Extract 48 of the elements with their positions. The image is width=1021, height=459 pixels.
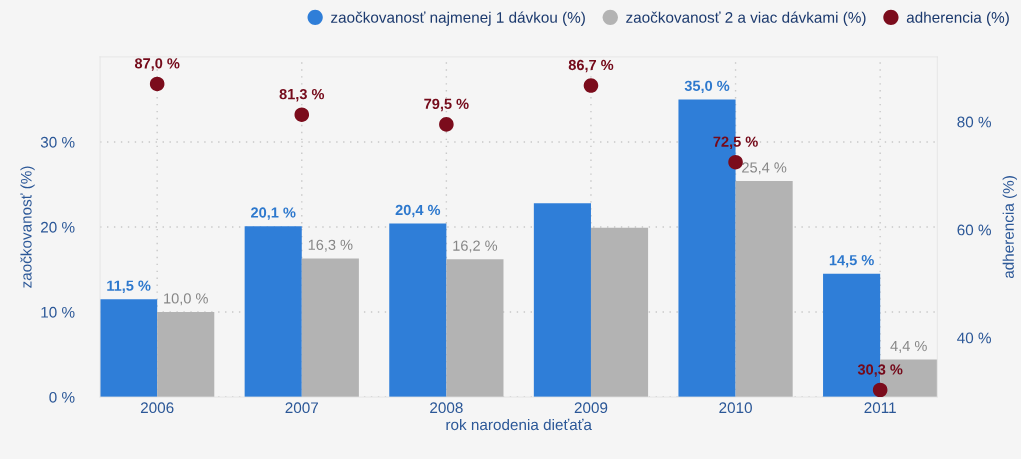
bar <box>590 227 649 398</box>
bar <box>301 258 359 398</box>
data-label: 87,0 % <box>134 58 180 71</box>
legend-label: zaočkovanosť najmenej 1 dávkou (%) <box>331 11 585 26</box>
bar <box>533 203 591 398</box>
point <box>872 382 888 398</box>
y-tick-label: 30 % <box>40 136 75 148</box>
y2-tick-label: 40 % <box>957 332 991 344</box>
x-tick-label: 2011 <box>864 402 896 414</box>
point <box>728 154 743 170</box>
data-label: 10,0 % <box>164 293 208 306</box>
x-axis-title: rok narodenia dieťaťa <box>446 418 592 431</box>
y2-axis-title: adherencia (%) <box>1002 176 1017 279</box>
point <box>149 76 165 92</box>
y-tick-label: 0 % <box>49 391 75 403</box>
data-label: 25,4 % <box>742 162 787 175</box>
data-label: 4,4 % <box>890 340 927 353</box>
x-tick-label: 2008 <box>430 402 463 414</box>
data-label: 20,4 % <box>395 204 441 218</box>
data-label: 79,5 % <box>424 98 469 112</box>
data-label: 16,2 % <box>453 240 498 253</box>
x-tick-label: 2009 <box>574 402 608 414</box>
data-label: 20,1 % <box>251 207 296 220</box>
bar <box>735 181 793 398</box>
bar <box>244 226 302 398</box>
bar <box>446 259 504 398</box>
legend-label: adherencia (%) <box>906 11 1009 26</box>
bar <box>157 312 215 398</box>
y-axis-title: zaočkovanosť (%) <box>20 166 35 288</box>
bar <box>100 299 158 398</box>
x-tick-label: 2007 <box>285 402 318 414</box>
x-tick-label: 2006 <box>140 402 174 414</box>
point <box>583 78 599 93</box>
y2-tick-label: 80 % <box>957 116 991 128</box>
x-tick-label: 2010 <box>719 402 752 414</box>
y-tick-label: 20 % <box>41 221 75 233</box>
data-label: 35,0 % <box>684 80 730 94</box>
data-label: 14,5 % <box>829 255 874 268</box>
data-label: 81,3 % <box>279 88 325 102</box>
data-label: 16,3 % <box>308 239 353 252</box>
bar <box>389 223 447 398</box>
point <box>294 107 310 122</box>
point <box>439 117 454 132</box>
y-tick-label: 10 % <box>41 306 75 318</box>
legend-label: zaočkovanosť 2 a viac dávkami (%) <box>626 11 866 26</box>
data-label: 11,5 % <box>107 280 151 293</box>
y2-tick-label: 60 % <box>957 224 991 236</box>
data-label: 86,7 % <box>568 59 614 73</box>
